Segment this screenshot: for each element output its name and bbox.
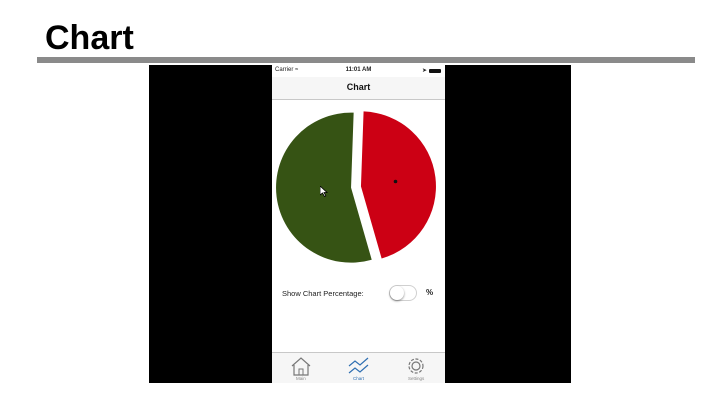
tab-main[interactable]: Main [272,353,330,383]
status-carrier: Carrier ≈ [275,67,298,73]
toggle-label: Show Chart Percentage: [282,289,364,298]
tab-label: Chart [353,376,365,381]
mouse-cursor-icon [320,186,328,197]
status-time: 11:01 AM [345,67,372,73]
toggle-row: Show Chart Percentage: % [272,285,445,303]
show-percentage-toggle[interactable] [389,285,417,301]
nav-title: Chart [346,82,371,92]
toggle-unit: % [426,288,434,297]
tab-label: Main [295,376,306,381]
toggle-knob [390,286,404,300]
title-rule [37,57,695,63]
tab-settings[interactable]: Settings [387,353,445,383]
pie-slice-green[interactable] [276,112,372,263]
tab-label: Settings [408,376,425,381]
pie-chart[interactable] [272,65,445,275]
phone-screen: Carrier ≈ 11:01 AM ➤ Chart Show Chart Pe… [272,65,445,383]
gear-icon [408,358,424,374]
home-icon [291,357,311,376]
battery-icon [429,68,441,73]
slide-title: Chart [45,19,134,57]
chart-icon [348,357,368,374]
tab-bar: Main Chart Settings [272,352,445,383]
tab-chart[interactable]: Chart [330,353,388,383]
wifi-icon: ≈ [295,67,299,73]
location-icon: ➤ [421,68,427,74]
carrier-label: Carrier [275,67,294,73]
status-bar: Carrier ≈ 11:01 AM ➤ [272,65,445,77]
touch-point-icon [393,179,398,184]
status-right: ➤ [422,67,441,74]
pie-slice-red[interactable] [360,111,436,259]
nav-bar: Chart [272,77,445,100]
